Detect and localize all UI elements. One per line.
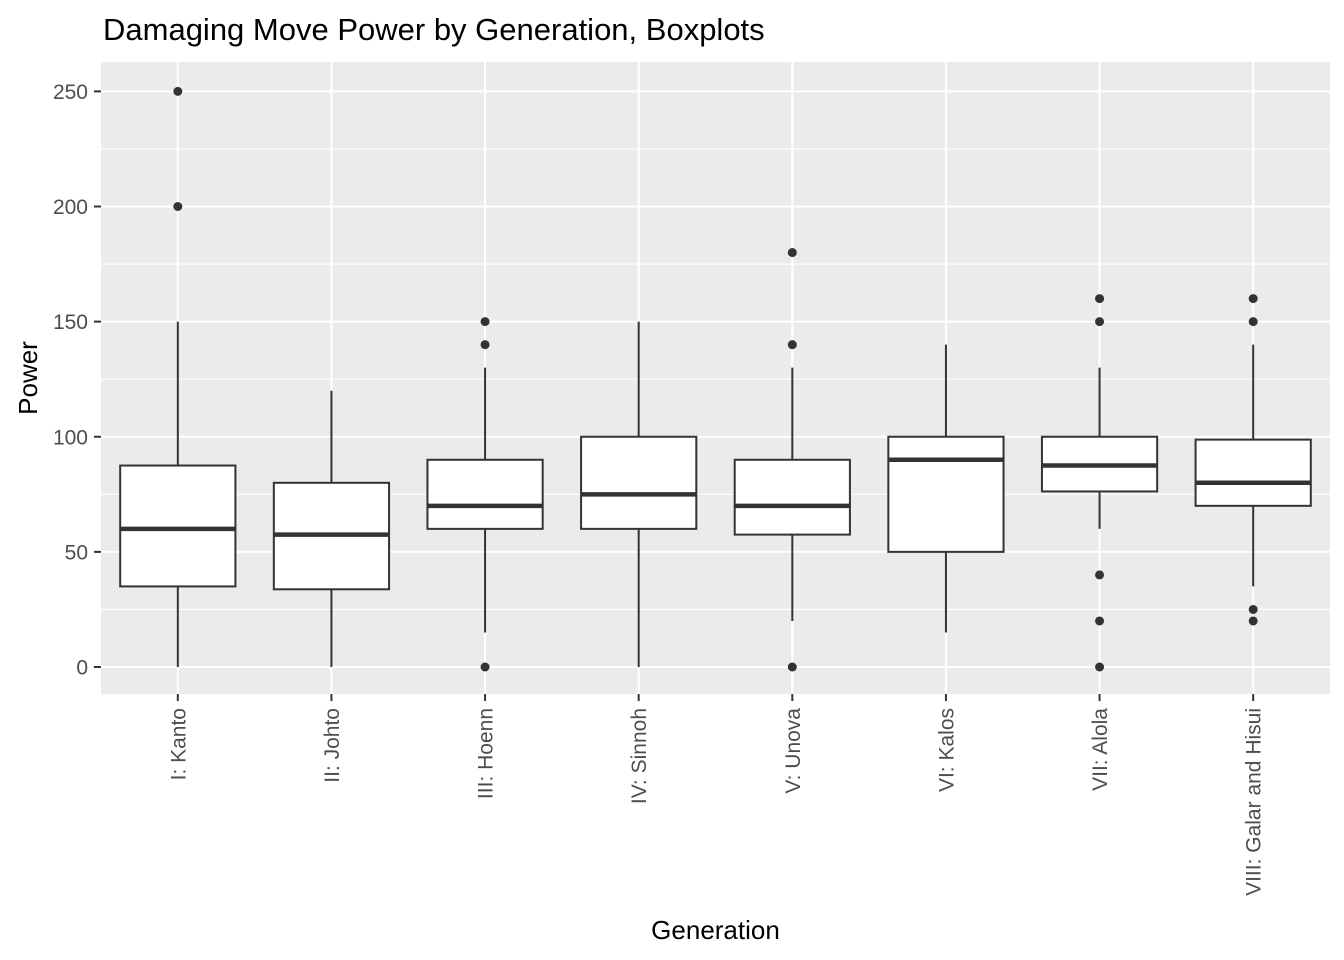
x-tick-label: I: Kanto — [167, 708, 190, 780]
x-tick-label: V: Unova — [782, 708, 805, 794]
outlier-point — [480, 317, 490, 327]
boxplot-series — [119, 86, 1312, 672]
x-axis-title: Generation — [651, 915, 780, 945]
box-3 — [426, 317, 544, 672]
box-iqr — [119, 464, 237, 588]
box-6 — [887, 344, 1005, 633]
y-tick-label: 0 — [76, 657, 88, 680]
x-tick-label: VI: Kalos — [935, 708, 958, 792]
box-2 — [272, 390, 391, 667]
box-4 — [580, 321, 698, 667]
outlier-point — [480, 662, 490, 672]
x-tick-label: IV: Sinnoh — [628, 708, 651, 804]
y-axis: 0 50 100 150 200 250 — [53, 81, 101, 680]
outlier-point — [480, 340, 490, 350]
outlier-point — [1248, 616, 1258, 626]
box-8 — [1194, 294, 1312, 626]
x-tick-label: VII: Alola — [1089, 708, 1112, 791]
box-iqr — [1194, 438, 1312, 507]
plot-panel — [101, 62, 1330, 694]
box-5 — [733, 248, 851, 672]
outlier-point — [173, 202, 183, 211]
outlier-point — [1095, 570, 1105, 580]
y-axis-title: Power — [13, 341, 43, 415]
outlier-point — [1095, 317, 1105, 327]
box-iqr — [426, 458, 544, 530]
box-7 — [1040, 294, 1159, 672]
x-tick-label: VIII: Galar and Hisui — [1243, 708, 1266, 896]
outlier-point — [787, 248, 797, 258]
outlier-point — [1248, 604, 1258, 614]
box-iqr — [733, 458, 851, 536]
box-1 — [119, 86, 237, 667]
outlier-point — [1095, 662, 1105, 672]
y-tick-label: 250 — [53, 81, 88, 104]
chart-title: Damaging Move Power by Generation, Boxpl… — [103, 12, 765, 47]
outlier-point — [1248, 294, 1258, 304]
box-iqr — [887, 435, 1005, 553]
x-tick-label: II: Johto — [321, 708, 344, 783]
y-tick-label: 100 — [53, 426, 88, 449]
box-iqr — [580, 435, 698, 530]
outlier-point — [173, 86, 183, 96]
outlier-point — [787, 340, 797, 350]
outlier-point — [787, 662, 797, 672]
y-tick-label: 50 — [65, 541, 88, 564]
y-tick-label: 200 — [53, 196, 88, 219]
x-tick-label: III: Hoenn — [475, 708, 498, 799]
outlier-point — [1248, 317, 1258, 327]
outlier-point — [1095, 616, 1105, 626]
outlier-point — [1095, 294, 1105, 304]
x-axis: I: Kanto II: Johto III: Hoenn IV: Sinnoh V: … — [167, 694, 1266, 896]
y-tick-label: 150 — [53, 311, 88, 334]
